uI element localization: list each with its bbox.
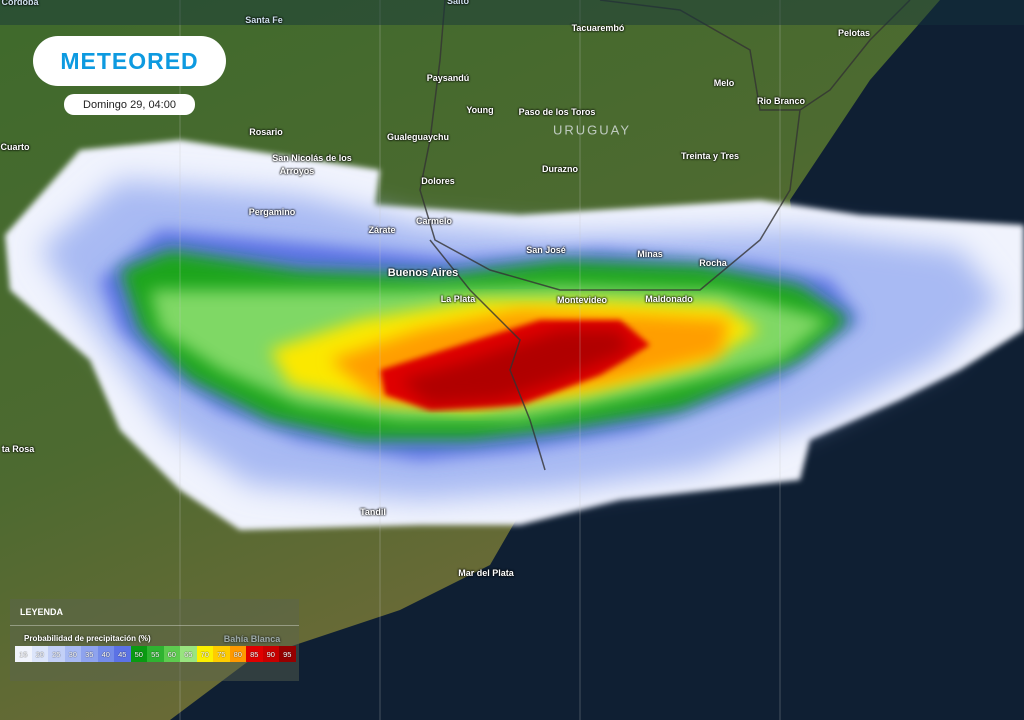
legend-color-scale: 15 20 25 30 35 40 45 50 55 60 65 70 75 80 85 90 95: [15, 646, 296, 662]
city-label: Tandil: [360, 507, 386, 517]
city-label: Rosario: [249, 127, 283, 137]
city-label: Dolores: [421, 176, 455, 186]
borders: [419, 0, 911, 471]
city-label: Carmelo: [415, 216, 453, 226]
meteored-logo: METEORED: [33, 36, 226, 86]
legend-step: 20: [31, 646, 48, 662]
city-label: Young: [466, 105, 494, 115]
city-label: Treinta y Tres: [680, 151, 740, 161]
city-label: Tacuarembó: [571, 23, 625, 33]
legend-panel: LEYENDA Probabilidad de precipitación (%…: [10, 599, 299, 681]
legend-subtitle: Probabilidad de precipitación (%): [24, 634, 151, 643]
legend-step: 45: [114, 646, 131, 662]
city-label: Arroyos: [279, 166, 315, 176]
city-label: ta Rosa: [1, 444, 35, 454]
legend-step: 15: [15, 646, 32, 662]
city-label: Salto: [446, 0, 470, 6]
legend-step: 90: [262, 646, 279, 662]
city-label: Durazno: [542, 164, 578, 174]
city-label: Pelotas: [837, 28, 871, 38]
legend-step: 80: [229, 646, 246, 662]
top-bar: [0, 0, 1024, 25]
city-label: Rocha: [699, 258, 727, 268]
grid-lines: [179, 0, 781, 720]
legend-step: 70: [196, 646, 213, 662]
city-label: Bahía Blanca: [223, 634, 281, 644]
legend-step: 25: [48, 646, 65, 662]
city-label: Minas: [637, 249, 663, 259]
city-label: Pergamino: [248, 207, 296, 217]
city-label: La Plata: [440, 294, 476, 304]
city-label: Rio Branco: [756, 96, 806, 106]
city-label: Santa Fe: [245, 15, 283, 25]
legend-step: 60: [163, 646, 180, 662]
country-label: URUGUAY: [552, 122, 632, 138]
city-label: San Nicolás de los: [272, 153, 352, 163]
legend-step: 40: [97, 646, 114, 662]
city-label: Gualeguaychu: [386, 132, 450, 142]
city-label: Buenos Aires: [387, 267, 459, 279]
city-label: Paysandú: [426, 73, 470, 83]
city-label: Zárate: [368, 225, 396, 235]
legend-step: 55: [147, 646, 164, 662]
legend-step: 75: [213, 646, 230, 662]
city-label: Melo: [713, 78, 735, 88]
legend-step: 85: [246, 646, 263, 662]
city-label: Mar del Plata: [458, 568, 514, 578]
legend-divider: [10, 625, 299, 626]
city-label: Paso de los Toros: [518, 107, 596, 117]
city-label: Montevideo: [556, 295, 608, 305]
city-label: Cuarto: [0, 142, 30, 152]
legend-step: 30: [64, 646, 81, 662]
city-label: Maldonado: [645, 294, 693, 304]
legend-step: 65: [180, 646, 197, 662]
legend-step: 95: [279, 646, 296, 662]
timestamp-badge: Domingo 29, 04:00: [64, 94, 195, 115]
legend-step: 35: [81, 646, 98, 662]
legend-title: LEYENDA: [20, 607, 64, 617]
city-label: San José: [526, 245, 566, 255]
legend-step: 50: [130, 646, 147, 662]
city-label: Córdoba: [1, 0, 39, 7]
